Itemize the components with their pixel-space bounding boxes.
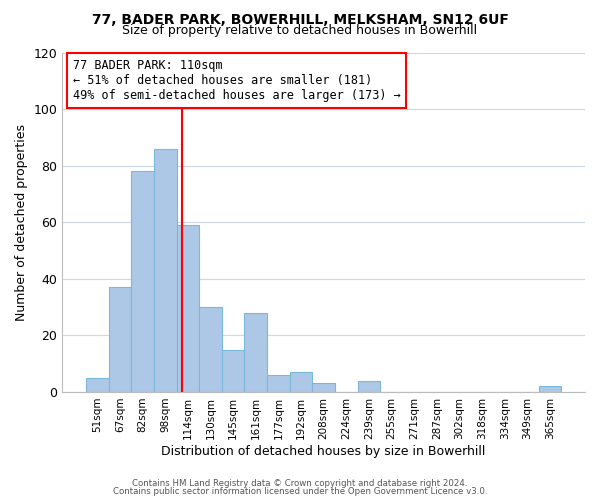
Bar [86, 378, 109, 392]
Text: 77, BADER PARK, BOWERHILL, MELKSHAM, SN12 6UF: 77, BADER PARK, BOWERHILL, MELKSHAM, SN1… [92, 12, 508, 26]
X-axis label: Distribution of detached houses by size in Bowerhill: Distribution of detached houses by size … [161, 444, 486, 458]
Bar [290, 372, 313, 392]
Bar [176, 225, 199, 392]
Text: Contains public sector information licensed under the Open Government Licence v3: Contains public sector information licen… [113, 487, 487, 496]
Bar [267, 375, 290, 392]
Bar [131, 172, 154, 392]
Bar [109, 288, 131, 392]
Bar [313, 384, 335, 392]
Bar [358, 380, 380, 392]
Bar [154, 148, 176, 392]
Bar [199, 307, 222, 392]
Text: 77 BADER PARK: 110sqm
← 51% of detached houses are smaller (181)
49% of semi-det: 77 BADER PARK: 110sqm ← 51% of detached … [73, 60, 400, 102]
Text: Contains HM Land Registry data © Crown copyright and database right 2024.: Contains HM Land Registry data © Crown c… [132, 478, 468, 488]
Bar [244, 313, 267, 392]
Text: Size of property relative to detached houses in Bowerhill: Size of property relative to detached ho… [122, 24, 478, 37]
Y-axis label: Number of detached properties: Number of detached properties [15, 124, 28, 320]
Bar [222, 350, 244, 392]
Bar [539, 386, 561, 392]
